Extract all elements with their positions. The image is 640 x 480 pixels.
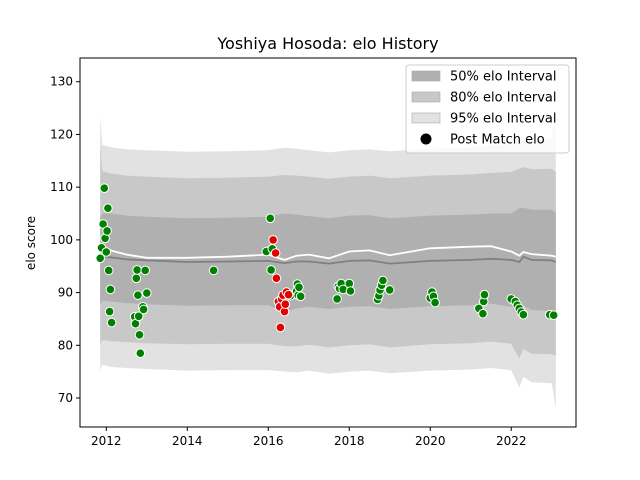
x-tick-label: 2020 (415, 434, 446, 448)
y-axis-label: elo score (24, 216, 38, 270)
plot-frame (79, 57, 577, 428)
win-point (95, 253, 105, 264)
win-point (133, 290, 143, 301)
loss-point (280, 299, 291, 310)
win-point (106, 317, 117, 328)
win-point (99, 183, 110, 193)
post-elo-line (99, 245, 557, 261)
win-point (132, 265, 142, 275)
mean-elo-line (99, 255, 557, 265)
win-point (104, 306, 115, 317)
loss-point (275, 322, 286, 333)
legend-swatch (411, 70, 441, 82)
chart-title: Yoshiya Hosoda: elo History (216, 34, 438, 53)
y-tick-label: 100 (50, 233, 73, 247)
elo-lines (99, 245, 557, 265)
y-tick-label: 70 (58, 391, 73, 405)
win-point (102, 226, 112, 236)
win-point (479, 289, 490, 300)
win-point (138, 304, 149, 315)
legend: 50% elo Interval 80% elo Interval 95% elo … (405, 64, 570, 154)
legend-swatch (411, 112, 441, 124)
win-point (378, 275, 388, 286)
legend-label: 80% elo Interval (450, 91, 557, 106)
x-tick-label: 2018 (334, 434, 365, 448)
win-point (518, 309, 529, 320)
win-point (103, 265, 114, 276)
win-point (140, 265, 150, 276)
win-point (478, 308, 488, 319)
win-point (131, 273, 142, 284)
legend-swatch (411, 91, 441, 103)
win-point (208, 265, 219, 276)
x-tick-label: 2016 (253, 434, 284, 448)
post-match-points (95, 183, 559, 359)
y-tick-label: 110 (50, 180, 73, 194)
legend-label: 50% elo Interval (450, 70, 557, 85)
x-tick-label: 2014 (172, 434, 203, 448)
axes: 2012 2014 2016 2018 2020 2022 70 80 90 100 110 120 1… (50, 57, 577, 448)
win-point (430, 297, 440, 308)
win-point (332, 294, 342, 304)
band-50 (100, 207, 556, 317)
win-point (135, 348, 146, 359)
loss-point (268, 235, 278, 245)
loss-point (271, 273, 282, 284)
loss-point (270, 248, 281, 258)
legend-label: Post Match elo (450, 133, 545, 148)
y-tick-label: 80 (58, 338, 73, 352)
legend-label: 95% elo Interval (450, 112, 557, 127)
win-point (384, 285, 395, 295)
interval-bands (100, 110, 556, 409)
y-tick-label: 90 (58, 286, 73, 300)
win-point (265, 213, 276, 224)
win-point (266, 265, 276, 275)
y-tick-label: 130 (50, 75, 73, 89)
legend-box (405, 64, 570, 154)
win-point (134, 330, 145, 340)
x-tick-label: 2012 (91, 434, 122, 448)
win-point (345, 286, 356, 296)
win-point (294, 282, 304, 293)
win-point (133, 311, 144, 322)
win-point (101, 247, 112, 257)
loss-point (283, 289, 294, 300)
win-point (295, 291, 306, 302)
legend-marker (420, 133, 432, 145)
win-point (548, 310, 559, 321)
win-point (105, 284, 116, 295)
win-point (103, 203, 113, 213)
x-tick-label: 2022 (496, 434, 527, 448)
y-tick-label: 120 (50, 127, 73, 141)
win-point (142, 288, 152, 298)
